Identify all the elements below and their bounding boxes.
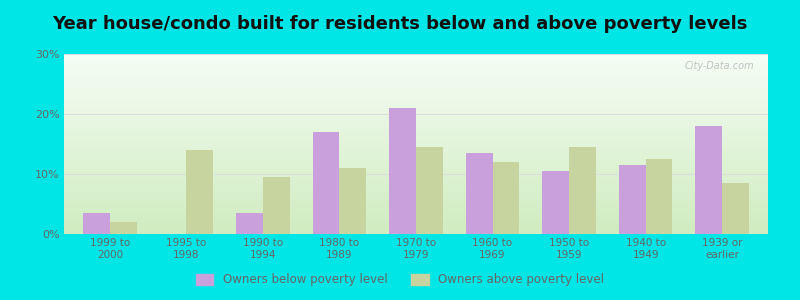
Bar <box>542 171 569 234</box>
Bar <box>466 153 493 234</box>
Bar <box>569 147 596 234</box>
Text: City-Data.com: City-Data.com <box>684 61 754 71</box>
Bar <box>236 213 263 234</box>
Bar <box>110 222 137 234</box>
Bar <box>263 177 290 234</box>
Legend: Owners below poverty level, Owners above poverty level: Owners below poverty level, Owners above… <box>191 269 609 291</box>
Bar <box>618 165 646 234</box>
Bar <box>313 132 339 234</box>
Bar <box>83 213 110 234</box>
Text: Year house/condo built for residents below and above poverty levels: Year house/condo built for residents bel… <box>52 15 748 33</box>
Bar <box>646 159 672 234</box>
Bar <box>722 183 749 234</box>
Bar <box>416 147 442 234</box>
Bar <box>339 168 366 234</box>
Bar <box>390 108 416 234</box>
Bar <box>695 126 722 234</box>
Bar <box>493 162 519 234</box>
Bar <box>186 150 214 234</box>
